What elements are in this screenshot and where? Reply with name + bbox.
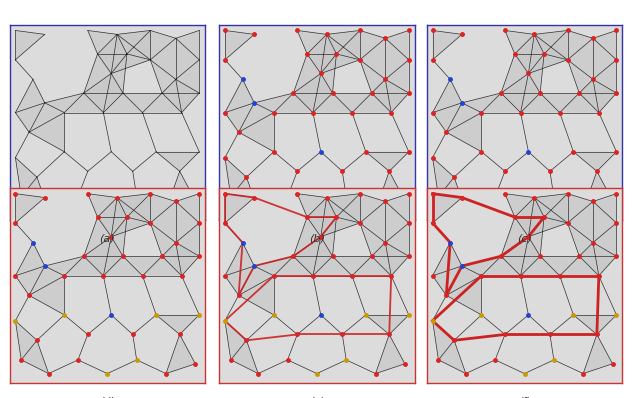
Text: (e): (e)	[309, 397, 324, 398]
Text: (a): (a)	[100, 234, 115, 244]
Text: (b): (b)	[309, 234, 324, 244]
Text: (f): (f)	[518, 397, 531, 398]
Text: (c): (c)	[517, 234, 532, 244]
Text: (d): (d)	[99, 397, 115, 398]
